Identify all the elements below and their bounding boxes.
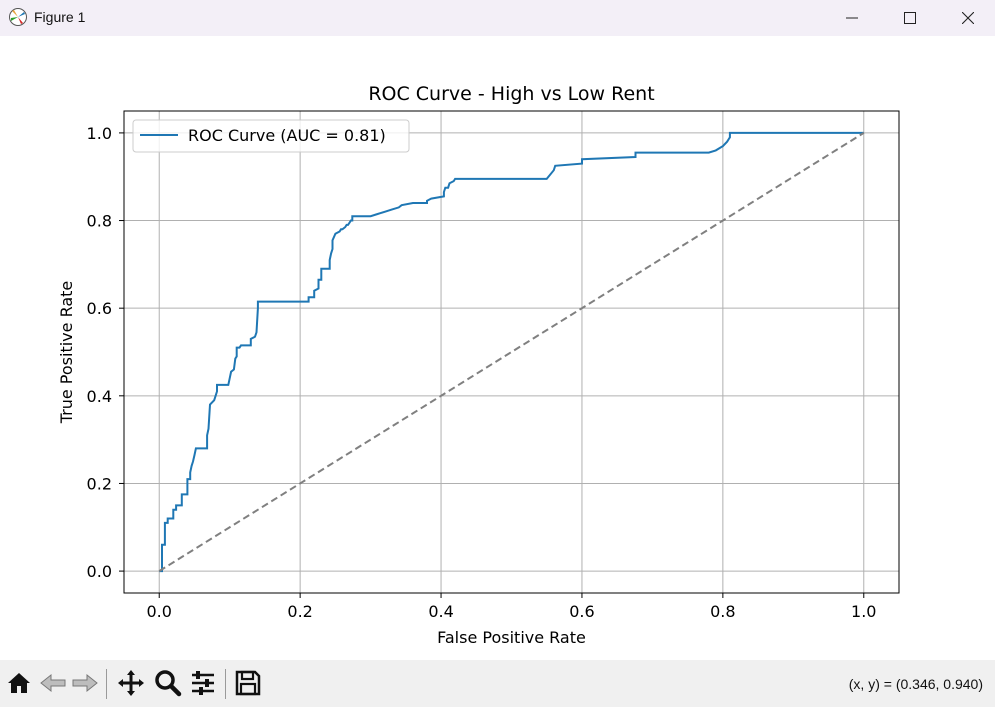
configure-subplots-icon <box>189 669 217 701</box>
pan-icon <box>117 669 145 701</box>
toolbar-separator <box>225 669 226 699</box>
x-tick-label: 0.6 <box>569 602 594 621</box>
y-tick-label: 0.8 <box>87 212 112 231</box>
cursor-coordinates: (x, y) = (0.346, 0.940) <box>848 676 983 692</box>
y-tick-label: 0.4 <box>87 387 112 406</box>
legend-box <box>132 119 410 153</box>
window-titlebar: Figure 1 <box>0 0 995 36</box>
y-tick-label: 0.0 <box>87 562 112 581</box>
x-tick-label: 0.4 <box>428 602 453 621</box>
y-tick-label: 0.2 <box>87 474 112 493</box>
pan-button[interactable] <box>116 670 146 700</box>
home-button[interactable] <box>4 670 34 700</box>
figure-canvas[interactable]: 0.0 0.2 0.4 0.6 0.8 1.0 0.0 0.2 0.4 0.6 0.8 1.0 ROC… <box>0 36 995 660</box>
roc-chart: 0.0 0.2 0.4 0.6 0.8 1.0 0.0 0.2 0.4 0.6 0.8 1.0 ROC… <box>57 83 900 647</box>
zoom-button[interactable] <box>153 670 183 700</box>
x-tick-label: 0.2 <box>287 602 312 621</box>
back-icon <box>39 670 67 700</box>
maximize-icon <box>904 9 916 28</box>
y-axis-label: True Positive Rate <box>57 281 76 425</box>
save-icon <box>234 669 262 701</box>
zoom-icon <box>154 669 182 701</box>
minimize-icon <box>846 9 858 28</box>
y-tick-label: 0.6 <box>87 299 112 318</box>
minimize-button[interactable] <box>823 0 881 36</box>
x-tick-label: 0.0 <box>147 602 172 621</box>
y-tick-label: 1.0 <box>87 124 112 143</box>
window-title: Figure 1 <box>34 9 86 25</box>
toolbar-separator <box>106 669 107 699</box>
close-button[interactable] <box>939 0 995 36</box>
x-tick-label: 0.8 <box>710 602 735 621</box>
chart-title: ROC Curve - High vs Low Rent <box>368 83 654 105</box>
random-chance-diagonal-line <box>158 132 865 572</box>
axes-frame <box>123 110 900 594</box>
matplotlib-app-icon <box>8 7 28 27</box>
close-icon <box>961 9 975 28</box>
legend: ROC Curve (AUC = 0.81) <box>132 119 410 153</box>
forward-button[interactable] <box>70 670 100 700</box>
navigation-toolbar: (x, y) = (0.346, 0.940) <box>0 660 995 707</box>
legend-label: ROC Curve (AUC = 0.81) <box>188 126 386 145</box>
save-button[interactable] <box>233 670 263 700</box>
roc-curve-line <box>159 131 864 573</box>
x-tick-label: 1.0 <box>851 602 876 621</box>
configure-subplots-button[interactable] <box>188 670 218 700</box>
x-axis-label: False Positive Rate <box>437 628 586 647</box>
maximize-button[interactable] <box>881 0 939 36</box>
forward-icon <box>71 670 99 700</box>
back-button[interactable] <box>38 670 68 700</box>
home-icon <box>6 670 32 700</box>
